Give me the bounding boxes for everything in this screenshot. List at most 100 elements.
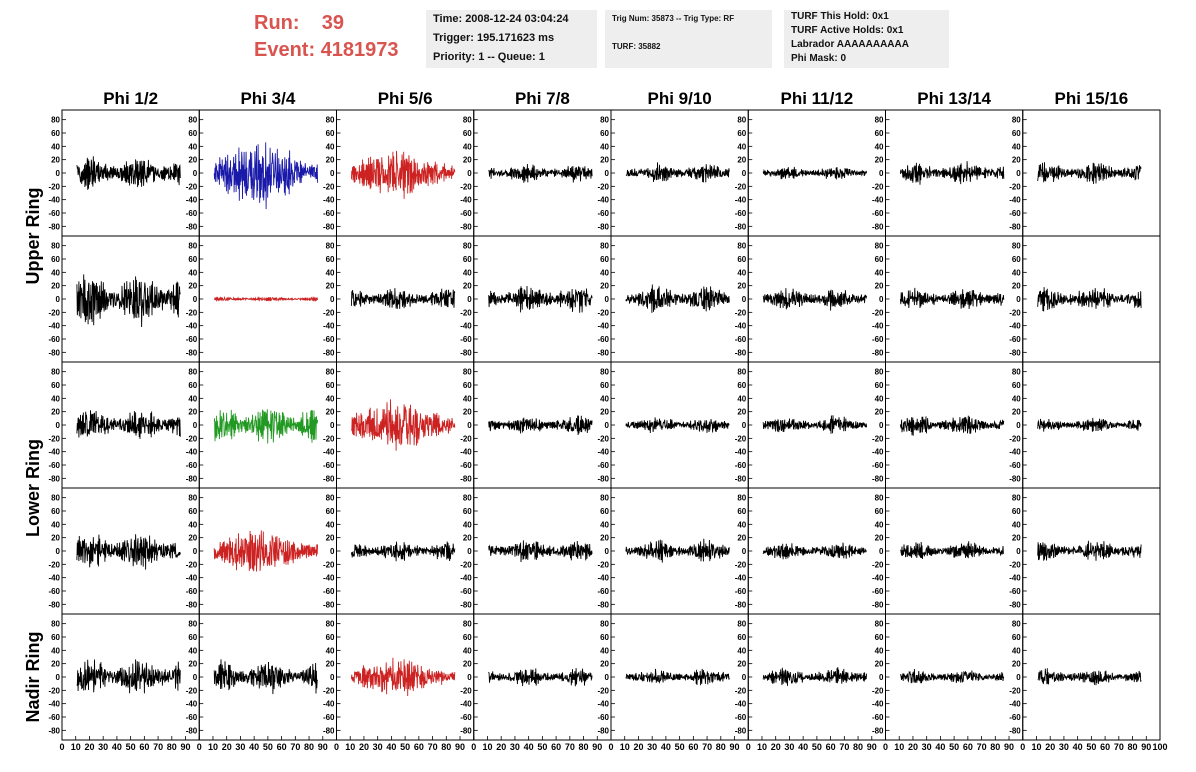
y-tick-label: 80 xyxy=(600,368,609,377)
y-tick-label: -40 xyxy=(1009,574,1021,583)
y-tick-label: -60 xyxy=(597,461,609,470)
x-tick-label: 90 xyxy=(1141,742,1151,752)
x-tick-label: 50 xyxy=(949,742,959,752)
y-tick-label: -80 xyxy=(48,222,60,231)
y-tick-label: 80 xyxy=(600,242,609,251)
x-tick-label: 50 xyxy=(537,742,547,752)
y-tick-label: -80 xyxy=(597,726,609,735)
y-tick-label: -40 xyxy=(1009,322,1021,331)
x-tick-label: 60 xyxy=(1100,742,1110,752)
y-tick-label: -80 xyxy=(872,222,884,231)
y-tick-label: 60 xyxy=(51,633,60,642)
waveform-r1c3 xyxy=(350,150,456,199)
x-tick-label: 30 xyxy=(510,742,520,752)
waveform-r3c2 xyxy=(213,409,319,444)
y-tick-label: 40 xyxy=(875,646,884,655)
y-tick-label: -60 xyxy=(460,209,472,218)
x-tick-label: 40 xyxy=(935,742,945,752)
y-tick-label: -20 xyxy=(872,308,884,317)
waveform-r5c5 xyxy=(625,668,730,686)
y-tick-label: 0 xyxy=(879,673,884,682)
x-tick-label: 70 xyxy=(1114,742,1124,752)
y-tick-label: -80 xyxy=(1009,222,1021,231)
y-tick-label: 20 xyxy=(737,408,746,417)
waveform-r2c6 xyxy=(762,288,868,311)
y-tick-label: -40 xyxy=(460,448,472,457)
y-tick-label: -40 xyxy=(460,574,472,583)
y-tick-label: 80 xyxy=(463,620,472,629)
y-tick-label: -80 xyxy=(597,474,609,483)
waveform-r5c8 xyxy=(1037,668,1142,686)
y-tick-label: 20 xyxy=(600,660,609,669)
waveform-r3c6 xyxy=(762,415,868,434)
y-tick-label: 40 xyxy=(600,520,609,529)
y-tick-label: -40 xyxy=(48,196,60,205)
y-tick-label: 80 xyxy=(737,620,746,629)
y-tick-label: -40 xyxy=(1009,448,1021,457)
column-header-4: Phi 7/8 xyxy=(515,89,570,108)
waveform-r5c2 xyxy=(213,659,318,695)
y-tick-label: -20 xyxy=(872,560,884,569)
y-tick-label: 80 xyxy=(875,242,884,251)
y-tick-label: 20 xyxy=(51,534,60,543)
y-tick-label: -20 xyxy=(48,182,60,191)
x-tick-label: 0 xyxy=(746,742,751,752)
y-tick-label: 60 xyxy=(600,633,609,642)
y-tick-label: 40 xyxy=(1012,394,1021,403)
x-tick-label: 80 xyxy=(716,742,726,752)
y-tick-label: -60 xyxy=(597,587,609,596)
y-tick-label: -40 xyxy=(48,322,60,331)
ring-label-1: Upper Ring xyxy=(23,188,43,285)
y-tick-label: -40 xyxy=(597,322,609,331)
y-tick-label: -80 xyxy=(735,474,747,483)
y-tick-label: 60 xyxy=(1012,507,1021,516)
y-tick-label: -40 xyxy=(323,448,335,457)
y-tick-label: -80 xyxy=(186,348,198,357)
y-tick-label: 80 xyxy=(737,494,746,503)
x-tick-label: 10 xyxy=(345,742,355,752)
waveform-r3c3 xyxy=(351,399,456,451)
y-tick-label: 40 xyxy=(326,268,335,277)
y-tick-label: -20 xyxy=(597,434,609,443)
waveform-r2c3 xyxy=(350,288,456,309)
y-tick-label: 40 xyxy=(737,394,746,403)
y-tick-label: -20 xyxy=(1009,686,1021,695)
waveform-r5c4 xyxy=(488,668,593,687)
y-tick-label: 40 xyxy=(51,646,60,655)
run-number: Run: 39 xyxy=(254,12,345,34)
y-tick-label: 0 xyxy=(1016,547,1021,556)
y-tick-label: 80 xyxy=(1012,494,1021,503)
y-tick-label: -20 xyxy=(1009,182,1021,191)
y-tick-label: 0 xyxy=(193,169,198,178)
trigger-line: Trigger: 195.171623 ms xyxy=(433,32,555,44)
y-tick-label: -40 xyxy=(597,448,609,457)
y-tick-label: -80 xyxy=(597,222,609,231)
y-tick-label: 20 xyxy=(600,282,609,291)
y-tick-label: -60 xyxy=(460,335,472,344)
y-tick-label: -80 xyxy=(186,474,198,483)
y-tick-label: -80 xyxy=(872,348,884,357)
y-tick-label: 0 xyxy=(330,547,335,556)
y-tick-label: 0 xyxy=(879,421,884,430)
y-tick-label: 60 xyxy=(51,507,60,516)
y-tick-label: -20 xyxy=(735,434,747,443)
x-tick-label: 30 xyxy=(98,742,108,752)
y-tick-label: 20 xyxy=(51,156,60,165)
y-tick-label: 40 xyxy=(875,394,884,403)
x-tick-label: 10 xyxy=(894,742,904,752)
y-tick-label: 20 xyxy=(188,534,197,543)
x-tick-label: 80 xyxy=(1128,742,1138,752)
y-tick-label: -80 xyxy=(460,474,472,483)
y-tick-label: -80 xyxy=(323,222,335,231)
x-tick-label: 40 xyxy=(1073,742,1083,752)
y-tick-label: -60 xyxy=(735,335,747,344)
y-tick-label: 20 xyxy=(463,282,472,291)
y-tick-label: 60 xyxy=(188,255,197,264)
y-tick-label: 20 xyxy=(600,408,609,417)
y-tick-label: 20 xyxy=(188,282,197,291)
x-tick-label: 90 xyxy=(1004,742,1014,752)
y-tick-label: 60 xyxy=(51,255,60,264)
y-tick-label: -40 xyxy=(186,322,198,331)
y-tick-label: 20 xyxy=(1012,534,1021,543)
